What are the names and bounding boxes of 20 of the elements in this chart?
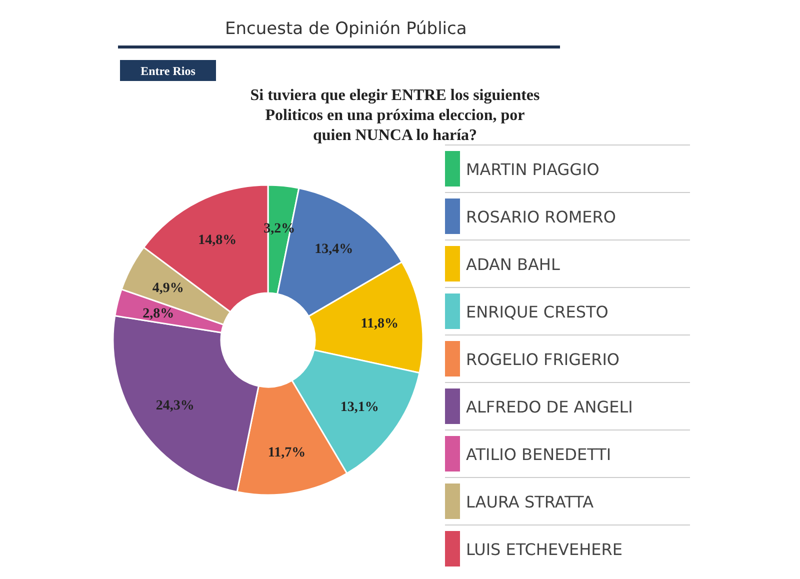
data-label: 2,8% bbox=[142, 306, 174, 322]
legend-label: ROSARIO ROMERO bbox=[466, 208, 616, 226]
legend-label: MARTIN PIAGGIO bbox=[466, 160, 600, 179]
data-label: 13,4% bbox=[314, 242, 354, 258]
legend-label: ROGELIO FRIGERIO bbox=[466, 350, 620, 369]
chart-subtitle: Entre Rios bbox=[140, 64, 196, 78]
data-label: 13,1% bbox=[340, 400, 379, 416]
data-label: 4,9% bbox=[152, 281, 184, 296]
chart-title: Si tuviera que elegir ENTRE los siguientes Politicos en una próxima eleccion, por quien NUNCA lo haría? bbox=[250, 87, 540, 144]
data-label: 24,3% bbox=[156, 398, 194, 414]
data-label: 11,7% bbox=[268, 445, 306, 460]
legend-label: LAURA STRATTA bbox=[466, 492, 594, 512]
legend-label: LUIS ETCHEVEHERE bbox=[466, 540, 622, 559]
legend-label: ALFREDO DE ANGELI bbox=[466, 398, 633, 416]
data-label: 14,8% bbox=[198, 232, 237, 248]
data-label: 11,8% bbox=[360, 316, 398, 332]
text: Encuesta de Opinión Pública bbox=[225, 19, 467, 39]
legend-label: ADAN BAHL bbox=[466, 255, 560, 274]
legend-label: ATILIO BENEDETTI bbox=[466, 445, 612, 464]
legend-label: ENRIQUE CRESTO bbox=[466, 302, 608, 322]
